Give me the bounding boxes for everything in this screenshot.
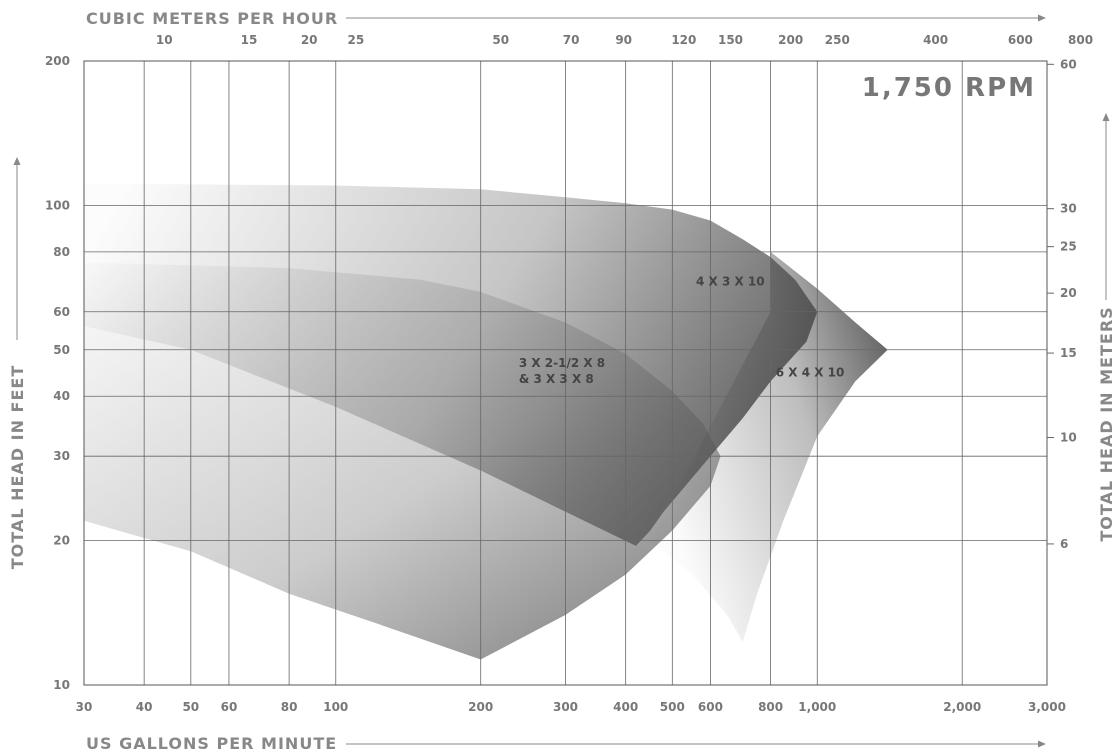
right-tick-label: 60: [1060, 57, 1077, 71]
x-tick-label: 500: [660, 700, 685, 714]
series-label-1: & 3 X 3 X 8: [519, 372, 594, 386]
bottom-axis-title: US GALLONS PER MINUTE: [86, 734, 337, 753]
top-tick-label: 10: [156, 33, 173, 47]
top-tick-label: 50: [492, 33, 509, 47]
x-tick-label: 800: [758, 700, 783, 714]
curve-areas: [84, 183, 888, 660]
top-axis-arrowhead: [1038, 14, 1046, 22]
x-tick-label: 600: [698, 700, 723, 714]
top-tick-label: 15: [241, 33, 258, 47]
left-axis-title: TOTAL HEAD IN FEET: [8, 365, 27, 570]
y-tick-label: 30: [53, 449, 70, 463]
top-axis-title: CUBIC METERS PER HOUR: [86, 9, 338, 28]
curve-labels: 3 X 2-1/2 X 8 & 3 X 3 X 8 4 X 3 X 10 6 X 4 …: [519, 275, 845, 386]
series-area-2: [84, 183, 818, 546]
x-tick-label: 200: [468, 700, 493, 714]
grid-lines: [84, 61, 1047, 685]
x-tick-label: 30: [76, 700, 93, 714]
series-label-2: 4 X 3 X 10: [696, 275, 765, 289]
x-tick-label: 100: [323, 700, 348, 714]
y-tick-label: 10: [53, 678, 70, 692]
y-tick-label: 40: [53, 389, 70, 403]
right-tick-label: 20: [1060, 286, 1077, 300]
x-tick-label: 3,000: [1028, 700, 1066, 714]
y-tick-label: 100: [45, 198, 70, 212]
right-axis-arrowhead: [1102, 113, 1110, 121]
x-tick-label: 60: [221, 700, 238, 714]
plot-frame: [83, 60, 1048, 686]
chart-title: 1,750 RPM: [862, 73, 1036, 103]
top-tick-label: 150: [718, 33, 743, 47]
top-tick-label: 400: [923, 33, 948, 47]
x-tick-label: 80: [281, 700, 298, 714]
top-tick-label: 800: [1068, 33, 1093, 47]
top-tick-label: 200: [778, 33, 803, 47]
y-tick-label: 200: [45, 54, 70, 68]
x-tick-label: 2,000: [943, 700, 981, 714]
y-tick-label: 60: [53, 305, 70, 319]
top-tick-label: 25: [347, 33, 364, 47]
left-axis-arrowhead: [13, 157, 21, 165]
y-tick-label: 80: [53, 245, 70, 259]
x-tick-label: 40: [136, 700, 153, 714]
series-label-3: 6 X 4 X 10: [776, 365, 845, 379]
top-tick-label: 70: [563, 33, 580, 47]
right-tick-label: 30: [1060, 202, 1077, 216]
series-label-1: 3 X 2-1/2 X 8: [519, 356, 605, 370]
top-tick-label: 120: [671, 33, 696, 47]
bottom-axis-arrowhead: [1038, 740, 1046, 748]
x-tick-label: 50: [182, 700, 199, 714]
top-tick-label: 20: [301, 33, 318, 47]
right-tick-label: 25: [1060, 240, 1077, 254]
tick-labels: 30 40 50 60 80 100 200 300 400 500 600 800 1,000 2,00…: [45, 33, 1093, 714]
right-tick-label: 6: [1060, 537, 1068, 551]
top-tick-label: 90: [615, 33, 632, 47]
top-tick-label: 600: [1008, 33, 1033, 47]
x-tick-label: 400: [613, 700, 638, 714]
x-tick-label: 1,000: [798, 700, 836, 714]
y-tick-label: 50: [53, 343, 70, 357]
right-tick-label: 15: [1060, 346, 1077, 360]
right-tick-label: 10: [1060, 431, 1077, 445]
x-tick-label: 300: [553, 700, 578, 714]
top-tick-label: 250: [825, 33, 850, 47]
y-tick-label: 20: [53, 534, 70, 548]
right-axis-title: TOTAL HEAD IN METERS: [1097, 306, 1115, 541]
